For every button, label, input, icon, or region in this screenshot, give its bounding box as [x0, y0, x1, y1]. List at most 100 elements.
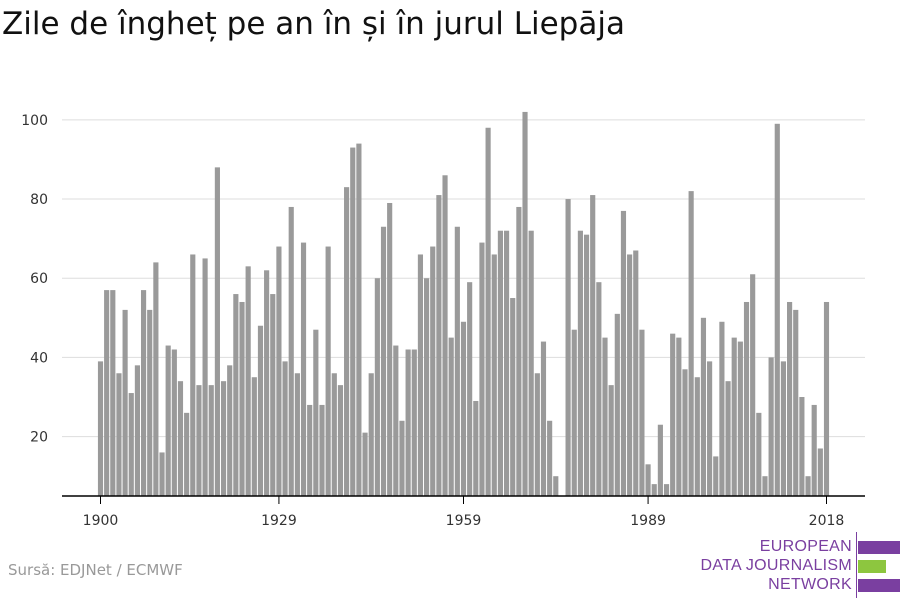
- bar-1935[interactable]: [313, 329, 319, 496]
- bar-1962[interactable]: [479, 242, 485, 496]
- bar-1976[interactable]: [565, 199, 571, 496]
- bar-1907[interactable]: [140, 290, 147, 496]
- bar-1947[interactable]: [387, 202, 393, 496]
- bar-1961[interactable]: [473, 400, 479, 496]
- bar-2012[interactable]: [787, 301, 793, 496]
- bar-1959[interactable]: [460, 321, 467, 496]
- bar-1906[interactable]: [134, 365, 140, 496]
- bar-1915[interactable]: [190, 254, 196, 496]
- bar-1928[interactable]: [270, 294, 276, 496]
- bar-1933[interactable]: [300, 242, 307, 496]
- bar-1954[interactable]: [430, 246, 436, 496]
- bar-1940[interactable]: [344, 187, 350, 496]
- bar-2010[interactable]: [774, 123, 780, 497]
- bar-1990[interactable]: [651, 484, 657, 496]
- bar-1977[interactable]: [571, 329, 577, 496]
- bar-1913[interactable]: [177, 381, 184, 496]
- bar-1979[interactable]: [583, 234, 590, 496]
- bar-1987[interactable]: [633, 250, 639, 496]
- bar-1988[interactable]: [639, 329, 645, 496]
- bar-1914[interactable]: [184, 412, 190, 496]
- bar-2018[interactable]: [823, 301, 830, 496]
- bar-1978[interactable]: [577, 230, 583, 496]
- bar-1952[interactable]: [417, 254, 424, 496]
- bar-1924[interactable]: [245, 266, 251, 496]
- bar-1993[interactable]: [670, 333, 676, 496]
- bar-1946[interactable]: [380, 226, 387, 496]
- bar-1981[interactable]: [596, 282, 602, 496]
- bar-1960[interactable]: [467, 282, 473, 496]
- bar-1900[interactable]: [97, 361, 104, 496]
- bar-1973[interactable]: [547, 420, 553, 496]
- bar-1985[interactable]: [620, 210, 627, 496]
- bar-1989[interactable]: [645, 464, 651, 496]
- bar-1971[interactable]: [534, 373, 540, 496]
- bar-2000[interactable]: [713, 456, 719, 496]
- bar-2004[interactable]: [737, 341, 743, 496]
- bar-1921[interactable]: [227, 365, 233, 496]
- bar-1943[interactable]: [362, 432, 368, 496]
- bar-1964[interactable]: [491, 254, 497, 496]
- bar-1917[interactable]: [202, 258, 208, 496]
- bar-1984[interactable]: [614, 313, 620, 496]
- bar-1932[interactable]: [294, 373, 300, 496]
- bar-2015[interactable]: [805, 476, 811, 496]
- bar-1910[interactable]: [159, 452, 165, 496]
- bar-1922[interactable]: [233, 294, 239, 496]
- bar-1939[interactable]: [337, 385, 344, 496]
- bar-1957[interactable]: [448, 337, 454, 496]
- bar-1948[interactable]: [393, 345, 399, 496]
- bar-2001[interactable]: [719, 321, 725, 496]
- bar-1920[interactable]: [220, 381, 227, 496]
- bar-1965[interactable]: [497, 230, 503, 496]
- bar-2003[interactable]: [731, 337, 737, 496]
- bar-2008[interactable]: [762, 476, 768, 496]
- bar-1927[interactable]: [264, 270, 270, 496]
- bar-1923[interactable]: [239, 301, 245, 496]
- bar-1974[interactable]: [553, 476, 559, 496]
- bar-1992[interactable]: [663, 484, 670, 496]
- bar-1905[interactable]: [128, 393, 134, 496]
- bar-1982[interactable]: [602, 337, 608, 496]
- bar-2013[interactable]: [793, 309, 799, 496]
- bar-1944[interactable]: [368, 373, 374, 496]
- bar-1901[interactable]: [104, 290, 110, 496]
- bar-1970[interactable]: [528, 230, 534, 496]
- bar-1972[interactable]: [540, 341, 547, 496]
- bar-1953[interactable]: [424, 278, 430, 496]
- bar-1986[interactable]: [627, 254, 633, 496]
- bar-1912[interactable]: [171, 349, 177, 496]
- bar-1950[interactable]: [405, 349, 411, 496]
- bar-2005[interactable]: [743, 301, 750, 496]
- bar-1991[interactable]: [657, 424, 663, 496]
- bar-1902[interactable]: [110, 290, 116, 496]
- bar-1941[interactable]: [350, 147, 356, 497]
- bar-1958[interactable]: [454, 226, 460, 496]
- bar-1908[interactable]: [147, 309, 153, 496]
- bar-1918[interactable]: [208, 385, 214, 496]
- bar-1911[interactable]: [165, 345, 171, 496]
- bar-2007[interactable]: [756, 412, 762, 496]
- bar-1999[interactable]: [707, 361, 713, 496]
- bar-1949[interactable]: [399, 420, 405, 496]
- bar-1994[interactable]: [676, 337, 682, 496]
- bar-1919[interactable]: [214, 167, 220, 497]
- bar-2011[interactable]: [780, 361, 787, 496]
- bar-1995[interactable]: [682, 369, 688, 496]
- bar-1955[interactable]: [436, 195, 442, 496]
- bar-2009[interactable]: [768, 357, 774, 496]
- bar-1969[interactable]: [522, 111, 528, 496]
- bar-1942[interactable]: [356, 143, 362, 497]
- edjnet-logo[interactable]: EUROPEAN DATA JOURNALISM NETWORK: [700, 530, 900, 600]
- bar-1929[interactable]: [276, 246, 282, 496]
- bar-2017[interactable]: [817, 448, 823, 496]
- bar-1983[interactable]: [608, 385, 614, 496]
- bar-1903[interactable]: [116, 373, 122, 496]
- bar-2016[interactable]: [811, 404, 817, 496]
- bar-1930[interactable]: [282, 361, 288, 496]
- bar-1926[interactable]: [257, 325, 264, 496]
- bar-1934[interactable]: [307, 404, 313, 496]
- bar-1931[interactable]: [288, 206, 294, 496]
- bar-1916[interactable]: [196, 385, 202, 496]
- bar-1966[interactable]: [503, 230, 510, 496]
